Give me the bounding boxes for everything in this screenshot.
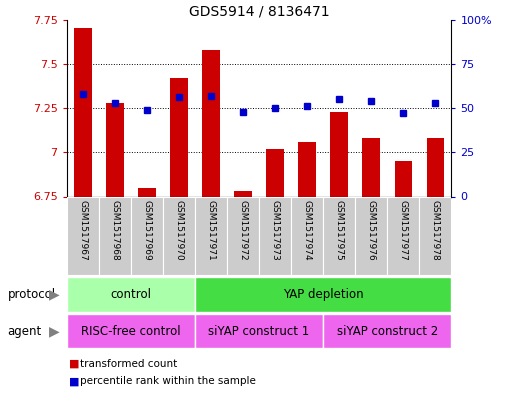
Bar bbox=[355, 196, 387, 275]
Bar bbox=[106, 103, 124, 196]
Bar bbox=[170, 78, 188, 196]
Text: GSM1517969: GSM1517969 bbox=[142, 200, 151, 261]
Bar bbox=[202, 50, 220, 196]
Bar bbox=[394, 161, 412, 196]
Bar bbox=[323, 196, 355, 275]
Text: ▶: ▶ bbox=[49, 288, 59, 302]
Text: ■: ■ bbox=[69, 376, 80, 386]
Bar bbox=[163, 196, 195, 275]
Text: siYAP construct 2: siYAP construct 2 bbox=[337, 325, 438, 338]
Text: GSM1517975: GSM1517975 bbox=[334, 200, 344, 261]
Text: ■: ■ bbox=[69, 358, 80, 369]
Bar bbox=[427, 138, 444, 196]
Text: transformed count: transformed count bbox=[80, 358, 177, 369]
Text: siYAP construct 1: siYAP construct 1 bbox=[208, 325, 310, 338]
Text: GSM1517976: GSM1517976 bbox=[367, 200, 376, 261]
Bar bbox=[291, 196, 323, 275]
Bar bbox=[323, 314, 451, 348]
Bar bbox=[227, 196, 259, 275]
Bar bbox=[259, 196, 291, 275]
Bar bbox=[67, 277, 195, 312]
Bar bbox=[67, 314, 195, 348]
Text: GSM1517978: GSM1517978 bbox=[431, 200, 440, 261]
Bar bbox=[195, 196, 227, 275]
Bar bbox=[330, 112, 348, 196]
Text: percentile rank within the sample: percentile rank within the sample bbox=[80, 376, 255, 386]
Title: GDS5914 / 8136471: GDS5914 / 8136471 bbox=[189, 4, 329, 18]
Bar bbox=[363, 138, 380, 196]
Bar bbox=[131, 196, 163, 275]
Bar bbox=[67, 196, 98, 275]
Text: agent: agent bbox=[8, 325, 42, 338]
Text: protocol: protocol bbox=[8, 288, 56, 301]
Text: GSM1517974: GSM1517974 bbox=[303, 200, 312, 261]
Text: GSM1517971: GSM1517971 bbox=[206, 200, 215, 261]
Bar bbox=[299, 142, 316, 196]
Bar bbox=[266, 149, 284, 196]
Text: GSM1517977: GSM1517977 bbox=[399, 200, 408, 261]
Text: YAP depletion: YAP depletion bbox=[283, 288, 364, 301]
Bar bbox=[195, 277, 451, 312]
Text: GSM1517973: GSM1517973 bbox=[270, 200, 280, 261]
Bar bbox=[138, 188, 155, 196]
Text: RISC-free control: RISC-free control bbox=[81, 325, 181, 338]
Bar bbox=[387, 196, 420, 275]
Bar bbox=[234, 191, 252, 196]
Text: ▶: ▶ bbox=[49, 324, 59, 338]
Bar bbox=[74, 28, 91, 196]
Text: GSM1517970: GSM1517970 bbox=[174, 200, 184, 261]
Bar bbox=[420, 196, 451, 275]
Text: GSM1517972: GSM1517972 bbox=[239, 200, 248, 261]
Text: GSM1517967: GSM1517967 bbox=[78, 200, 87, 261]
Bar bbox=[98, 196, 131, 275]
Bar bbox=[195, 314, 323, 348]
Text: control: control bbox=[110, 288, 151, 301]
Text: GSM1517968: GSM1517968 bbox=[110, 200, 120, 261]
